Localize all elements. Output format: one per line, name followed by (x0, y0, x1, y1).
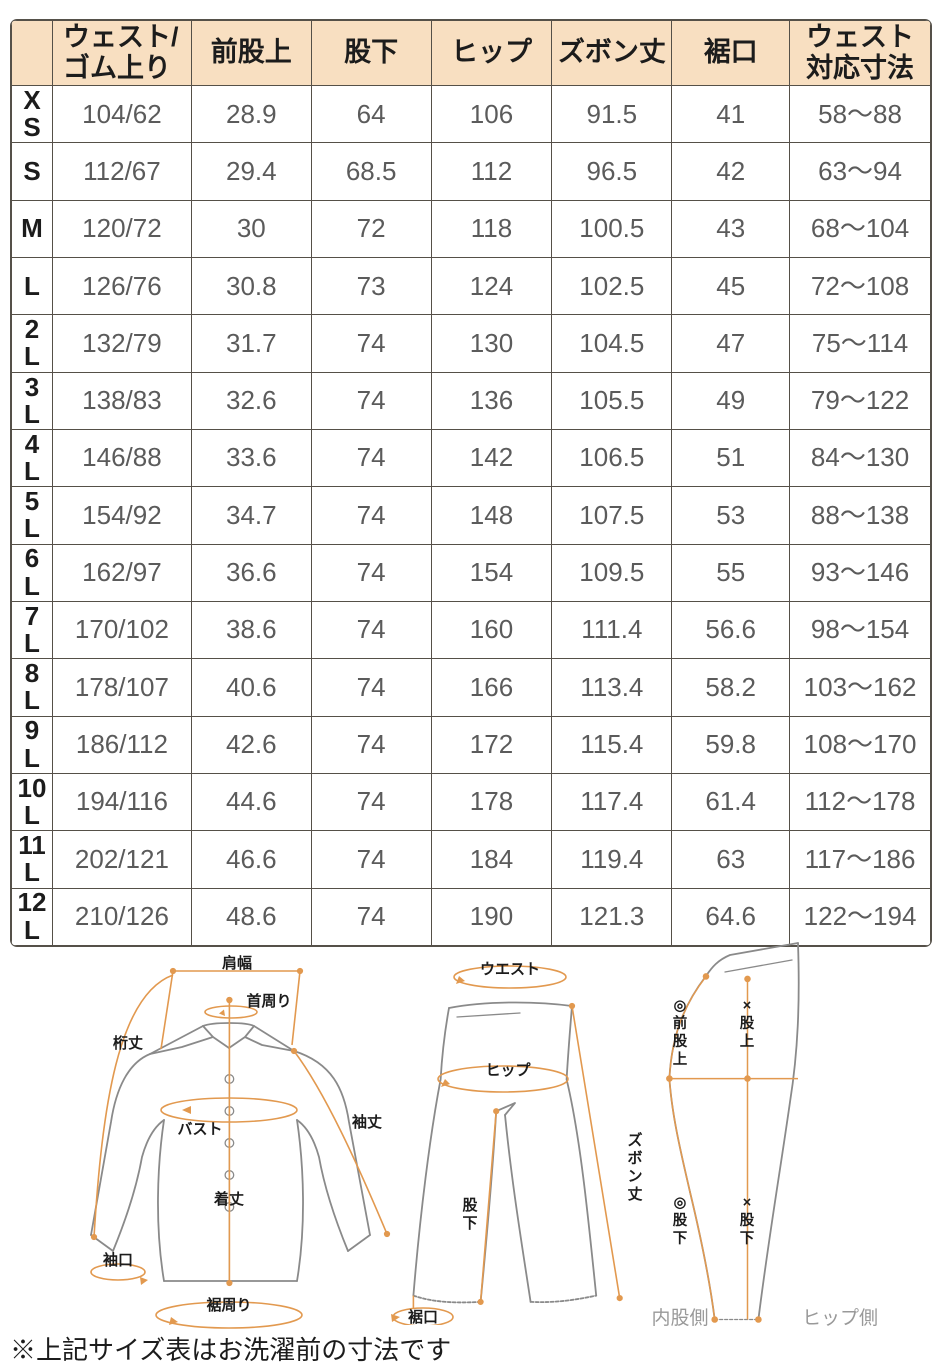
svg-text:ズ: ズ (627, 1131, 642, 1149)
svg-text:裾周り: 裾周り (206, 1296, 251, 1314)
svg-text:丈: 丈 (627, 1186, 642, 1203)
svg-text:袖丈: 袖丈 (352, 1113, 382, 1131)
svg-text:ボ: ボ (627, 1150, 642, 1167)
svg-text:ウエスト: ウエスト (480, 961, 540, 978)
svg-text:股: 股 (462, 1197, 478, 1214)
svg-text:股: 股 (740, 1212, 755, 1229)
svg-text:×: × (743, 998, 751, 1014)
svg-text:◎: ◎ (674, 998, 687, 1014)
svg-text:上: 上 (740, 1033, 755, 1050)
svg-text:股: 股 (673, 1033, 688, 1050)
svg-text:下: 下 (673, 1230, 688, 1247)
svg-text:内股側: 内股側 (651, 1307, 708, 1329)
svg-text:バスト: バスト (177, 1121, 222, 1138)
svg-text:上: 上 (673, 1051, 688, 1068)
svg-text:下: 下 (462, 1215, 477, 1232)
svg-text:裾口: 裾口 (408, 1308, 438, 1325)
svg-text:ヒップ側: ヒップ側 (802, 1307, 878, 1329)
svg-text:肩幅: 肩幅 (222, 954, 252, 972)
svg-text:袖口: 袖口 (103, 1251, 133, 1269)
svg-text:前: 前 (673, 1014, 688, 1032)
svg-text:桁丈: 桁丈 (113, 1034, 143, 1052)
svg-text:×: × (743, 1195, 751, 1211)
svg-text:股: 股 (740, 1015, 755, 1032)
svg-text:股: 股 (673, 1212, 688, 1229)
svg-text:下: 下 (740, 1230, 755, 1247)
svg-text:◎: ◎ (674, 1195, 687, 1211)
svg-text:着丈: 着丈 (213, 1190, 244, 1208)
svg-text:ヒップ: ヒップ (485, 1062, 531, 1079)
svg-text:ン: ン (627, 1168, 642, 1185)
svg-text:首周り: 首周り (246, 992, 291, 1010)
